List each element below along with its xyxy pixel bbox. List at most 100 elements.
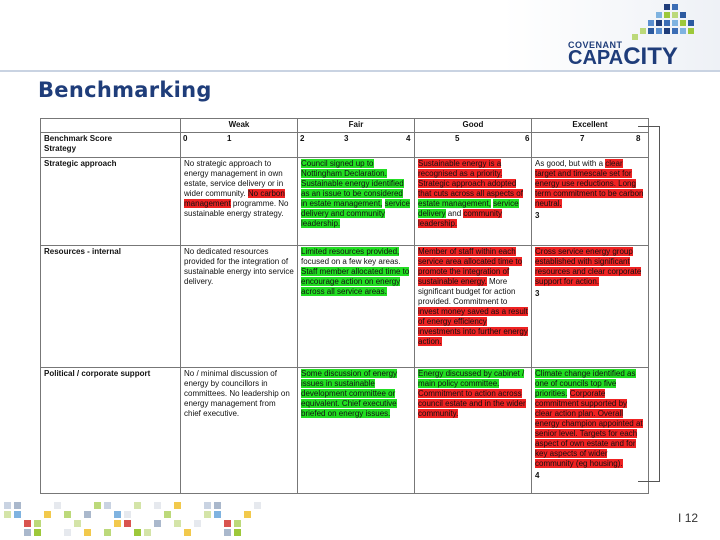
cell-excellent: Climate change identified as one of coun… [531, 367, 649, 494]
page-title: Benchmarking [38, 78, 212, 102]
logo-square [648, 20, 654, 26]
footer-square [74, 520, 81, 527]
highlight-red-text: Corporate commitment supported by clear … [535, 389, 643, 469]
highlight-red-text: Commitment to action across council esta… [418, 389, 526, 419]
cell-weak: No / minimal discussion of energy by cou… [180, 367, 298, 494]
footer-square [64, 511, 71, 518]
score-6: 6 [525, 134, 530, 144]
logo-text-capa: CAPA [568, 47, 624, 69]
cell-fair: Limited resources provided, focused on a… [297, 245, 415, 369]
row-label-strategic-approach: Strategic approach [40, 157, 181, 247]
cell-text: More significant budget for action provi… [418, 277, 516, 307]
footer-square [224, 520, 231, 527]
table-row: Strategic approach No strategic approach… [40, 157, 649, 247]
cell-text: programme. No sustainable energy strateg… [184, 199, 289, 219]
footer-square [64, 529, 71, 536]
footer-square [124, 511, 131, 518]
logo-square [680, 12, 686, 18]
cell-excellent: As good, but with a clear target and tim… [531, 157, 649, 247]
logo-text-top: COVENANT [568, 40, 623, 50]
footer-square [114, 511, 121, 518]
section-label-strategy: Strategy [44, 144, 77, 154]
footer-square [114, 520, 121, 527]
score-5: 5 [455, 134, 460, 144]
score-3: 3 [344, 134, 349, 144]
logo-square [656, 28, 662, 34]
footer-square [184, 529, 191, 536]
highlight-green-text: estate management, [418, 199, 491, 209]
footer-square [104, 529, 111, 536]
score-4: 4 [406, 134, 411, 144]
logo-text-city: CITY [623, 43, 678, 70]
footer-square [4, 502, 11, 509]
footer-square [234, 520, 241, 527]
excellent-score-note: 3 [535, 289, 540, 299]
excellent-score-note: 4 [535, 471, 540, 481]
footer-square [244, 511, 251, 518]
logo-square [656, 20, 662, 26]
score-2: 2 [300, 134, 305, 144]
footer-square [144, 529, 151, 536]
benchmark-score-text: Benchmark Score [44, 134, 113, 144]
excellent-score-note: 3 [535, 211, 540, 221]
page-number-value: 12 [684, 511, 699, 525]
benchmark-score-row: Benchmark Score Strategy 0 1 2 3 4 5 6 7… [40, 132, 649, 159]
footer-square [94, 502, 101, 509]
footer-square [214, 502, 221, 509]
cell-good: Member of staff within each service area… [414, 245, 532, 369]
cell-excellent: Cross service energy group established w… [531, 245, 649, 369]
logo-text-bottom: CAPACITY [568, 43, 678, 70]
logo-square [664, 28, 670, 34]
score-8: 8 [636, 134, 641, 144]
footer-square [154, 502, 161, 509]
footer-square [54, 502, 61, 509]
logo-square [672, 12, 678, 18]
footer-square [204, 511, 211, 518]
footer-square [204, 502, 211, 509]
score-1: 1 [227, 134, 232, 144]
highlight-green-text: Energy discussed by cabinet / main polic… [418, 369, 525, 389]
cell-text: No / minimal discussion of energy by cou… [184, 369, 290, 419]
footer-square [194, 520, 201, 527]
row-label-resources-internal: Resources - internal [40, 245, 181, 369]
footer-square [24, 520, 31, 527]
covenant-capacity-logo: COVENANT CAPACITY [566, 2, 696, 70]
score-cell-good: 5 6 [414, 132, 532, 159]
cell-fair: Council signed up to Nottingham Declarat… [297, 157, 415, 247]
logo-square [640, 28, 646, 34]
logo-square [672, 20, 678, 26]
page-number-separator: I [678, 511, 682, 525]
score-cell-excellent: 7 8 [531, 132, 649, 159]
footer-square [164, 511, 171, 518]
score-cell-weak: 0 1 [180, 132, 298, 159]
header-divider [0, 70, 720, 72]
footer-square [134, 529, 141, 536]
logo-square [672, 4, 678, 10]
logo-square [664, 4, 670, 10]
table-row: Political / corporate support No / minim… [40, 367, 649, 494]
logo-square [632, 34, 638, 40]
footer-square [84, 511, 91, 518]
cell-weak: No dedicated resources provided for the … [180, 245, 298, 369]
highlight-red-text: Cross service energy group established w… [535, 247, 642, 287]
logo-grid-mark [604, 2, 694, 42]
logo-square [656, 12, 662, 18]
cell-fair: Some discussion of energy issues in sust… [297, 367, 415, 494]
footer-square [224, 529, 231, 536]
header-band [0, 0, 720, 72]
column-header-excellent: Excellent [531, 118, 649, 134]
column-header-fair: Fair [297, 118, 415, 134]
table-header-row: Weak Fair Good Excellent [40, 118, 649, 134]
footer-square [234, 529, 241, 536]
logo-square [648, 28, 654, 34]
table-row: Resources - internal No dedicated resour… [40, 245, 649, 369]
cell-text: and [445, 209, 464, 219]
footer-square [14, 511, 21, 518]
footer-square [124, 520, 131, 527]
footer-decoration [0, 500, 280, 540]
footer-square [104, 502, 111, 509]
cell-text: No dedicated resources provided for the … [184, 247, 294, 287]
column-header-good: Good [414, 118, 532, 134]
cell-good: Energy discussed by cabinet / main polic… [414, 367, 532, 494]
footer-square [44, 511, 51, 518]
